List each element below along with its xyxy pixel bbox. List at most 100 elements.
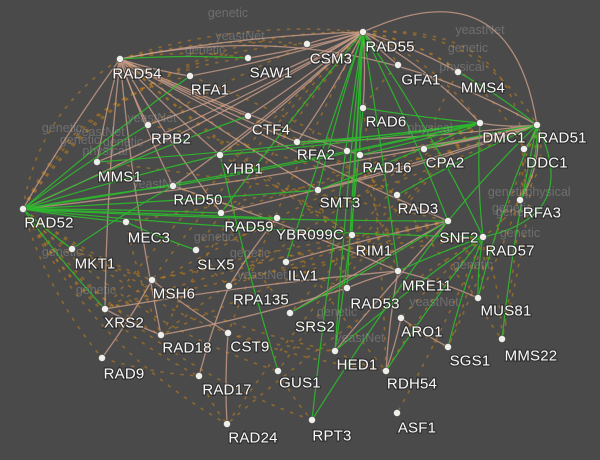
edge-genetic bbox=[362, 31, 399, 272]
network-node-rad57[interactable] bbox=[478, 232, 488, 242]
network-node-mms22[interactable] bbox=[497, 334, 507, 344]
network-node-cst9[interactable] bbox=[223, 328, 233, 338]
network-node-rpb2[interactable] bbox=[143, 120, 153, 130]
network-node-mms1[interactable] bbox=[92, 157, 102, 167]
network-node-msh6[interactable] bbox=[147, 275, 157, 285]
edge-predicted bbox=[447, 236, 484, 348]
network-node-rad54[interactable] bbox=[115, 54, 125, 64]
network-node-rad17[interactable] bbox=[194, 371, 204, 381]
edge-physical bbox=[160, 287, 348, 336]
network-watermark-label: genetic bbox=[103, 135, 143, 149]
network-node-snf2[interactable] bbox=[443, 216, 453, 226]
network-watermark-label: genetic bbox=[208, 6, 248, 20]
network-watermark-label: physical bbox=[82, 144, 127, 158]
edge-physical bbox=[119, 45, 538, 126]
edge-genetic bbox=[311, 220, 449, 421]
network-watermark-label: yeastNet bbox=[215, 29, 265, 43]
network-node-ybr099c[interactable] bbox=[272, 213, 282, 223]
network-node-ilv1[interactable] bbox=[281, 257, 291, 267]
network-node-mec3[interactable] bbox=[121, 217, 131, 227]
network-node-sgs1[interactable] bbox=[443, 342, 453, 352]
network-node-slx5[interactable] bbox=[191, 245, 201, 255]
edge-predicted bbox=[22, 208, 313, 421]
edge-predicted bbox=[22, 208, 162, 336]
network-node-rad53[interactable] bbox=[342, 283, 352, 293]
edge-genetic bbox=[285, 31, 364, 263]
edge-predicted bbox=[22, 208, 228, 425]
network-node-yhb1[interactable] bbox=[215, 150, 225, 160]
edge-physical bbox=[119, 58, 191, 77]
network-node-rad3[interactable] bbox=[392, 190, 402, 200]
edge-predicted bbox=[362, 31, 481, 124]
network-watermark-label: genetic bbox=[500, 226, 540, 240]
network-node-rad16[interactable] bbox=[355, 150, 365, 160]
gene-label-rim1: RIM1 bbox=[356, 243, 393, 260]
edge-genetic bbox=[519, 124, 538, 201]
edge-predicted bbox=[501, 199, 521, 340]
network-node-dmc1[interactable] bbox=[475, 118, 485, 128]
network-node-mre11[interactable] bbox=[393, 266, 403, 276]
network-node-mms4[interactable] bbox=[453, 67, 463, 77]
edge-physical bbox=[104, 308, 162, 336]
network-node-rpt3[interactable] bbox=[307, 415, 317, 425]
network-node-rad24[interactable] bbox=[222, 419, 232, 429]
network-node-rad51[interactable] bbox=[532, 120, 542, 130]
network-node-smt3[interactable] bbox=[313, 185, 323, 195]
gene-label-rad57: RAD57 bbox=[485, 243, 534, 260]
network-node-hed1[interactable] bbox=[330, 346, 340, 356]
network-node-asf1[interactable] bbox=[392, 408, 402, 418]
edge-genetic bbox=[362, 107, 481, 124]
network-node-mkt1[interactable] bbox=[67, 244, 77, 254]
network-watermark-label: genetic bbox=[488, 185, 528, 199]
edge-predicted bbox=[362, 30, 538, 126]
network-node-rad50[interactable] bbox=[168, 181, 178, 191]
edge-predicted bbox=[334, 350, 387, 372]
network-node-rpa135[interactable] bbox=[224, 281, 234, 291]
network-node-gus1[interactable] bbox=[273, 366, 283, 376]
edge-physical bbox=[362, 31, 366, 109]
network-node-rim1[interactable] bbox=[347, 230, 357, 240]
edge-physical bbox=[289, 220, 449, 314]
edge-genetic bbox=[385, 236, 484, 372]
gene-label-rfa1: RFA1 bbox=[191, 82, 229, 99]
network-node-rdh54[interactable] bbox=[381, 366, 391, 376]
edge-predicted bbox=[22, 31, 364, 210]
gene-label-mkt1: MKT1 bbox=[75, 256, 116, 273]
network-node-gfa1[interactable] bbox=[393, 60, 403, 70]
network-node-aro1[interactable] bbox=[396, 313, 406, 323]
network-node-srs2[interactable] bbox=[285, 308, 295, 318]
network-node-rad55[interactable] bbox=[358, 27, 368, 37]
edge-genetic bbox=[22, 154, 221, 210]
edge-genetic bbox=[334, 107, 364, 352]
network-node-rad6[interactable] bbox=[358, 103, 368, 113]
gene-label-msh6: MSH6 bbox=[153, 286, 195, 303]
network-node-cpa2[interactable] bbox=[419, 144, 429, 154]
network-watermark-label: genetic bbox=[317, 305, 357, 319]
edge-physical bbox=[22, 124, 538, 210]
network-node-saw1[interactable] bbox=[243, 53, 253, 63]
edge-genetic bbox=[22, 208, 222, 214]
edge-genetic bbox=[362, 31, 449, 222]
gene-label-rfa3: RFA3 bbox=[523, 205, 561, 222]
network-watermark-label: genetic bbox=[453, 258, 493, 272]
edge-predicted bbox=[119, 40, 308, 60]
network-node-rad59[interactable] bbox=[216, 208, 226, 218]
edge-predicted bbox=[22, 208, 73, 250]
network-node-ddc1[interactable] bbox=[519, 144, 529, 154]
network-node-rad9[interactable] bbox=[97, 353, 107, 363]
network-node-rad18[interactable] bbox=[156, 330, 166, 340]
network-node-xrs2[interactable] bbox=[100, 304, 110, 314]
gene-label-rad3: RAD3 bbox=[398, 201, 439, 218]
edge-physical bbox=[400, 317, 449, 348]
edge-physical bbox=[519, 124, 539, 201]
network-node-ctf4[interactable] bbox=[243, 111, 253, 121]
network-node-rfa3[interactable] bbox=[515, 195, 525, 205]
network-watermark-label: yeastNet bbox=[335, 331, 385, 345]
network-node-rfa2[interactable] bbox=[292, 137, 302, 147]
network-node-rfa1[interactable] bbox=[185, 71, 195, 81]
network-node-rad52[interactable] bbox=[18, 204, 28, 214]
network-node-mus81[interactable] bbox=[473, 293, 483, 303]
network-node-dot1[interactable] bbox=[342, 146, 352, 156]
network-node-csm3[interactable] bbox=[302, 39, 312, 49]
